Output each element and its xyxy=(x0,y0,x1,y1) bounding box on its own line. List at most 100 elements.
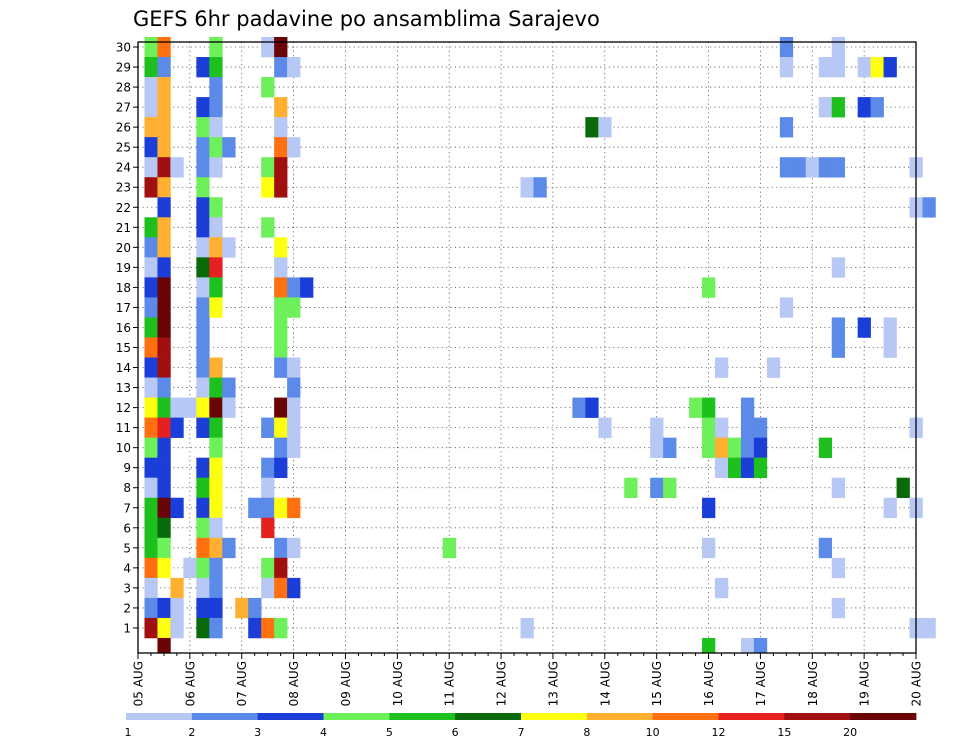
heatmap-cell xyxy=(157,97,171,118)
heatmap-cells xyxy=(144,36,936,654)
heatmap-cell xyxy=(831,36,845,58)
heatmap-cell xyxy=(209,537,223,559)
heatmap-cell xyxy=(157,77,171,98)
heatmap-cell xyxy=(922,197,936,218)
heatmap-cell xyxy=(274,557,288,579)
heatmap-cell xyxy=(442,537,456,559)
heatmap-cell xyxy=(196,357,210,378)
heatmap-cell xyxy=(144,457,158,479)
heatmap-cell xyxy=(144,137,158,158)
heatmap-cell xyxy=(702,397,716,418)
heatmap-cell xyxy=(209,277,223,298)
heatmap-cell xyxy=(196,97,210,118)
heatmap-cell xyxy=(857,57,871,78)
heatmap-cell xyxy=(196,277,210,298)
heatmap-cell xyxy=(715,357,729,378)
heatmap-cell xyxy=(520,177,534,198)
colorbar: 1 2 3 4 5 6 7 8 10 12 15 20 xyxy=(125,713,917,739)
heatmap-cell xyxy=(170,497,184,519)
heatmap-cell xyxy=(274,157,288,178)
heatmap-cell xyxy=(144,257,158,278)
heatmap-cell xyxy=(157,117,171,138)
heatmap-cell xyxy=(715,417,729,438)
heatmap-cell xyxy=(870,97,884,118)
heatmap-cell xyxy=(157,217,171,238)
heatmap-cell xyxy=(144,157,158,178)
heatmap-cell xyxy=(274,357,288,378)
heatmap-cell xyxy=(896,477,910,499)
heatmap-cell xyxy=(740,397,755,418)
y-tick-label: 9 xyxy=(123,461,131,475)
heatmap-cell xyxy=(689,397,703,418)
y-tick-label: 14 xyxy=(116,361,131,375)
x-tick-label: 05 AUG xyxy=(132,661,146,706)
colorbar-label: 3 xyxy=(254,726,261,739)
heatmap-cell xyxy=(779,297,794,318)
heatmap-cell xyxy=(209,437,223,458)
heatmap-cell xyxy=(157,57,171,78)
heatmap-cell xyxy=(831,557,845,579)
y-tick-label: 2 xyxy=(123,601,131,615)
heatmap-cell xyxy=(209,117,223,138)
heatmap-cell xyxy=(261,177,275,198)
heatmap-cell xyxy=(274,257,288,278)
x-tick-label: 20 AUG xyxy=(910,661,924,706)
heatmap-cell xyxy=(831,597,845,619)
heatmap-cell xyxy=(157,337,171,358)
heatmap-cell xyxy=(170,617,184,639)
heatmap-cell xyxy=(779,157,794,178)
heatmap-cell xyxy=(157,557,171,579)
heatmap-cell xyxy=(818,157,833,178)
heatmap-cell xyxy=(235,597,249,619)
y-tick-label: 24 xyxy=(116,161,131,175)
y-tick-label: 29 xyxy=(116,61,131,75)
heatmap-cell xyxy=(144,277,158,298)
plot-frame xyxy=(137,41,917,654)
heatmap-cell xyxy=(248,497,262,519)
heatmap-cell xyxy=(261,417,275,438)
heatmap-cell xyxy=(248,597,262,619)
heatmap-cell xyxy=(196,557,210,579)
heatmap-cell xyxy=(261,217,275,238)
y-tick-label: 12 xyxy=(116,401,131,415)
heatmap-cell xyxy=(287,137,301,158)
x-tick-label: 19 AUG xyxy=(858,661,872,706)
heatmap-cell xyxy=(274,97,288,118)
heatmap-cell xyxy=(209,577,223,599)
x-tick-label: 16 AUG xyxy=(702,661,716,706)
heatmap-cell xyxy=(727,457,742,479)
heatmap-cell xyxy=(170,417,184,438)
heatmap-cell xyxy=(157,377,171,398)
colorbar-swatch xyxy=(586,713,654,720)
heatmap-cell xyxy=(157,317,171,338)
heatmap-cell xyxy=(209,137,223,158)
y-tick-label: 19 xyxy=(116,261,131,275)
colorbar-label: 7 xyxy=(518,726,525,739)
heatmap-cell xyxy=(170,597,184,619)
heatmap-cell xyxy=(740,417,755,438)
heatmap-cell xyxy=(300,277,314,298)
y-axis: 1234567891011121314151617181920212223242… xyxy=(116,41,138,635)
heatmap-cell xyxy=(883,497,897,519)
y-tick-label: 6 xyxy=(123,521,131,535)
heatmap-cell xyxy=(287,437,301,458)
heatmap-cell xyxy=(144,377,158,398)
heatmap-cell xyxy=(883,317,897,338)
heatmap-cell xyxy=(740,457,755,479)
y-tick-label: 16 xyxy=(116,321,131,335)
heatmap-cell xyxy=(209,377,223,398)
heatmap-cell xyxy=(144,617,158,639)
heatmap-cell xyxy=(261,477,275,499)
heatmap-cell xyxy=(274,337,288,358)
y-tick-label: 27 xyxy=(116,101,131,115)
heatmap-cell xyxy=(818,437,833,458)
y-tick-label: 5 xyxy=(123,541,131,555)
heatmap-cell xyxy=(261,577,275,599)
heatmap-cell xyxy=(261,457,275,479)
heatmap-cell xyxy=(831,157,845,178)
heatmap-cell xyxy=(196,537,210,559)
heatmap-cell xyxy=(248,617,262,639)
x-tick-label: 17 AUG xyxy=(754,661,768,706)
heatmap-cell xyxy=(261,557,275,579)
